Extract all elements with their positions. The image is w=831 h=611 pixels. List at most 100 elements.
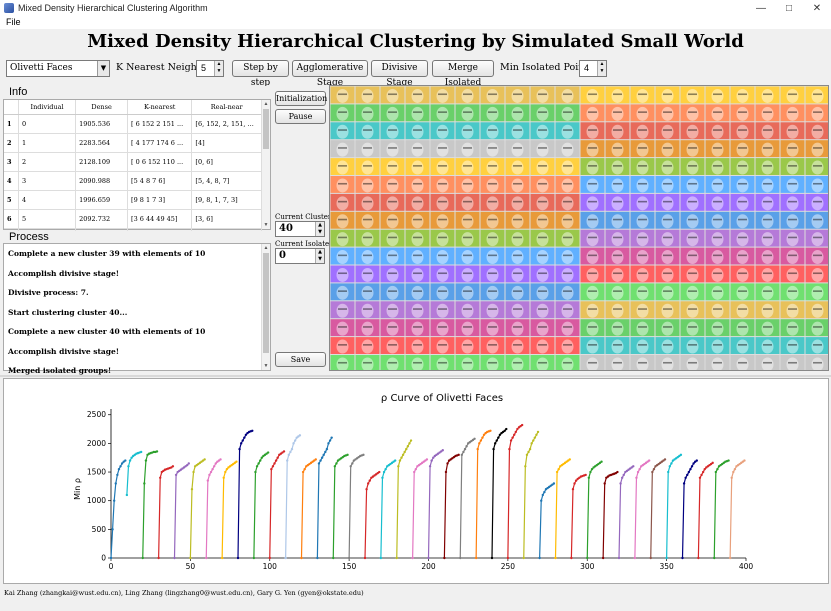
save-button[interactable]: Save [275,352,326,367]
face-thumbnail [505,301,530,319]
scroll-thumb[interactable] [263,109,269,149]
merge-isolated-button[interactable]: Merge Isolated [432,60,494,88]
x-tick-label: 150 [342,562,357,571]
table-row[interactable]: 4 3 2090.988 [5 4 8 7 6] [5, 4, 8, 7] [4,171,262,191]
dataset-select[interactable]: Olivetti Faces ▼ [6,60,110,77]
data-point [238,447,241,451]
data-point [603,482,606,485]
data-point [540,499,543,502]
face-thumbnail [455,104,480,122]
face-thumbnail [430,158,455,175]
scroll-thumb[interactable] [263,253,269,353]
process-scrollbar[interactable]: ▲ ▼ [261,244,270,370]
face-thumbnail [705,301,730,319]
data-point [408,442,411,445]
initialization-button[interactable]: Initialization [275,91,327,106]
face-thumbnail [730,122,755,140]
face-thumbnail [680,158,705,175]
stepper-arrows-icon[interactable]: ▲ ▼ [597,61,606,76]
info-column-header[interactable] [4,100,20,115]
table-row[interactable]: 6 5 2092.732 [3 6 44 49 45] [3, 6] [4,209,262,229]
face-thumbnail [655,337,680,354]
face-thumbnail [605,211,630,229]
face-thumbnail [755,301,780,319]
info-scrollbar[interactable]: ▲ ▼ [261,100,270,229]
series-line [380,460,396,559]
face-thumbnail [605,319,630,337]
chart-ylabel: Min ρ [73,478,82,500]
face-thumbnail [505,176,530,193]
face-thumbnail [480,337,505,354]
data-point [714,470,718,474]
data-point [120,462,124,465]
info-column-header[interactable]: Real-near [191,100,262,115]
data-point [728,556,732,560]
face-thumbnail [405,283,430,301]
face-thumbnail [655,247,680,265]
scroll-down-icon[interactable]: ▼ [263,363,269,369]
maximize-icon[interactable]: □ [785,2,793,14]
data-point [335,462,338,465]
table-row[interactable]: 5 4 1996.659 [9 8 1 7 3] [9, 8, 1, 7, 3] [4,190,262,210]
face-thumbnail [630,158,655,175]
data-point [463,447,467,451]
stepper-arrows-icon[interactable]: ▲ ▼ [214,61,223,76]
data-point [649,556,652,560]
face-thumbnail [705,229,730,247]
face-thumbnail [780,301,805,319]
stepper-arrows-icon[interactable]: ▲ ▼ [315,249,324,263]
data-point [406,445,410,448]
info-column-header[interactable]: Individual [18,100,77,115]
face-thumbnail [505,319,530,337]
current-clusters-field[interactable]: 40 ▲ ▼ [275,221,325,237]
table-cell: 2 [18,152,77,172]
menu-file[interactable]: File [6,17,21,27]
data-point [397,465,400,468]
minimize-icon[interactable]: — [756,2,766,14]
data-point [130,456,133,459]
scroll-up-icon[interactable]: ▲ [263,101,269,107]
face-thumbnail [430,355,455,370]
table-row[interactable]: 2 1 2283.564[ 4 177 174 6 ... [4] [4,133,262,153]
scroll-down-icon[interactable]: ▼ [263,222,269,228]
face-thumbnail [705,211,730,229]
agglomerative-stage-button[interactable]: Agglomerative Stage [292,60,368,88]
process-section-label: Process [3,231,271,244]
info-column-header[interactable]: Dense [75,100,129,115]
face-thumbnail [355,301,380,319]
face-thumbnail [705,247,730,265]
stepper-arrows-icon[interactable]: ▲ ▼ [315,222,324,236]
data-point [117,467,121,471]
data-point [462,450,465,454]
data-point [255,465,259,468]
current-isolated-field[interactable]: 0 ▲ ▼ [275,248,325,264]
pause-button[interactable]: Pause [275,109,326,124]
face-thumbnail [630,337,655,354]
data-point [513,433,516,436]
table-cell: [ 0 6 152 110 ... [127,152,193,172]
face-thumbnail [555,247,580,265]
data-point [235,460,238,463]
close-icon[interactable]: ✕ [812,2,822,14]
app-icon [4,3,14,13]
face-thumbnail [780,158,805,175]
face-thumbnail [580,193,605,211]
step-by-step-button[interactable]: Step by step [232,60,289,88]
face-thumbnail [330,176,355,193]
divisive-stage-button[interactable]: Divisive Stage [371,60,428,88]
data-point [716,467,719,471]
face-thumbnail [330,122,355,140]
face-thumbnail [330,211,355,229]
scroll-up-icon[interactable]: ▲ [263,245,269,251]
knn-stepper[interactable]: 5 ▲ ▼ [196,60,224,77]
face-thumbnail [355,229,380,247]
face-thumbnail [355,158,380,175]
info-column-header[interactable]: K-nearest [127,100,193,115]
footer-credits: Kai Zhang (zhangkai@wust.edu.cn), Ling Z… [4,589,364,597]
table-row[interactable]: 3 2 2128.109[ 0 6 152 110 ... [0, 6] [4,152,262,172]
min-isolated-stepper[interactable]: 4 ▲ ▼ [579,60,607,77]
table-row[interactable]: 1 0 1905.536[ 6 152 2 151 ... [6, 152, 2, 1… [4,114,262,134]
x-tick-label: 400 [739,562,754,571]
table-cell: [ 6 152 2 151 ... [127,114,193,134]
table-cell: 2 [4,133,20,153]
